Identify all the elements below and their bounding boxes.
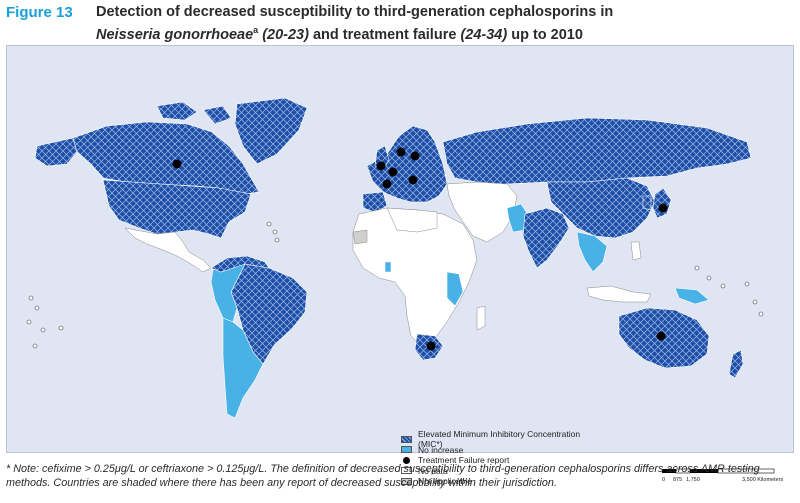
legend-label-no-data: No data <box>418 465 448 476</box>
region-western-sahara <box>352 229 368 245</box>
region-mexico-central-america <box>124 227 212 273</box>
region-korea <box>642 195 652 211</box>
region-new-zealand <box>728 349 744 379</box>
treatment-failure-sweden <box>410 151 420 161</box>
legend-dot-icon <box>401 456 412 465</box>
title-part-1: Detection of decreased susceptibility to… <box>96 4 614 20</box>
region-indonesia <box>586 285 652 303</box>
legend-label-not-applicable: Not applicable <box>418 476 472 487</box>
title-superscript: a <box>253 25 259 35</box>
region-japan <box>652 187 672 219</box>
treatment-failure-united-kingdom <box>376 161 386 171</box>
figure-header: Figure 13 Detection of decreased suscept… <box>0 0 800 43</box>
region-madagascar <box>476 305 486 331</box>
treatment-failure-france <box>382 179 392 189</box>
scale-tick-0: 0 <box>662 477 666 483</box>
legend-swatch-no-increase <box>401 446 412 454</box>
region-southeast-asia <box>576 231 608 273</box>
scale-tick-1: 875 <box>673 477 683 483</box>
treatment-failure-canada <box>172 159 182 169</box>
region-east-africa <box>446 271 464 307</box>
region-greenland <box>234 97 308 165</box>
title-part-3: up to 2010 <box>507 26 583 43</box>
figure-label: Figure 13 <box>6 4 73 21</box>
legend-item-treatment-failure: Treatment Failure report <box>401 455 591 466</box>
legend-item-not-applicable: Not applicable <box>401 476 591 487</box>
title-refs-2: (24-34) <box>460 26 508 43</box>
region-papua-new-guinea <box>674 287 710 305</box>
region-russia <box>442 117 752 185</box>
treatment-failure-south-africa <box>426 341 436 351</box>
treatment-failure-japan <box>658 203 668 213</box>
legend-item-no-data: No data <box>401 466 591 477</box>
scale-tick-3: 3,500 Kilometers <box>742 477 784 483</box>
figure-note: * Note: cefixime > 0.25μg/L or ceftriaxo… <box>6 463 760 489</box>
region-middle-east <box>446 181 518 243</box>
treatment-failure-netherlands <box>388 167 398 177</box>
region-united-states <box>102 179 252 239</box>
title-organism: Neisseria gonorrhoeae <box>96 26 254 43</box>
legend-item-elevated: Elevated Minimum Inhibitory Concentratio… <box>401 429 591 449</box>
treatment-failure-austria <box>408 175 418 185</box>
region-venezuela-colombia <box>210 255 270 273</box>
region-southern-cone <box>222 317 264 419</box>
region-iberia <box>362 191 388 213</box>
legend-swatch-no-data <box>401 467 412 475</box>
region-india <box>522 207 570 269</box>
scale-tick-2: 1,750 <box>686 477 700 483</box>
world-map-canvas <box>26 97 764 419</box>
region-north-africa <box>386 207 438 233</box>
region-arctic-islands <box>156 101 232 125</box>
region-china <box>546 177 656 239</box>
scale-bar: 0 875 1,750 3,500 Kilometers <box>662 468 784 488</box>
region-ghana <box>384 261 392 273</box>
map-legend: Elevated Minimum Inhibitory Concentratio… <box>401 429 591 487</box>
region-alaska <box>34 137 78 167</box>
treatment-failure-australia <box>656 331 666 341</box>
treatment-failure-markers <box>172 147 668 351</box>
legend-swatch-elevated <box>401 435 412 443</box>
legend-swatch-not-applicable <box>401 477 412 485</box>
pacific-islands <box>26 221 764 349</box>
title-part-2: and treatment failure <box>308 26 461 43</box>
figure-title: Detection of decreased susceptibility to… <box>96 3 796 44</box>
legend-label-no-increase: No increase <box>418 444 464 455</box>
legend-item-no-increase: No increase <box>401 445 591 456</box>
legend-label-treatment-failure: Treatment Failure report <box>418 455 510 466</box>
treatment-failure-norway <box>396 147 406 157</box>
region-canada <box>72 121 260 195</box>
region-philippines <box>630 241 642 261</box>
scale-bar-graphic <box>662 468 775 474</box>
world-map: Elevated Minimum Inhibitory Concentratio… <box>6 45 794 486</box>
title-refs-1: (20-23) <box>262 26 309 43</box>
legend-label-elevated: Elevated Minimum Inhibitory Concentratio… <box>418 429 581 450</box>
